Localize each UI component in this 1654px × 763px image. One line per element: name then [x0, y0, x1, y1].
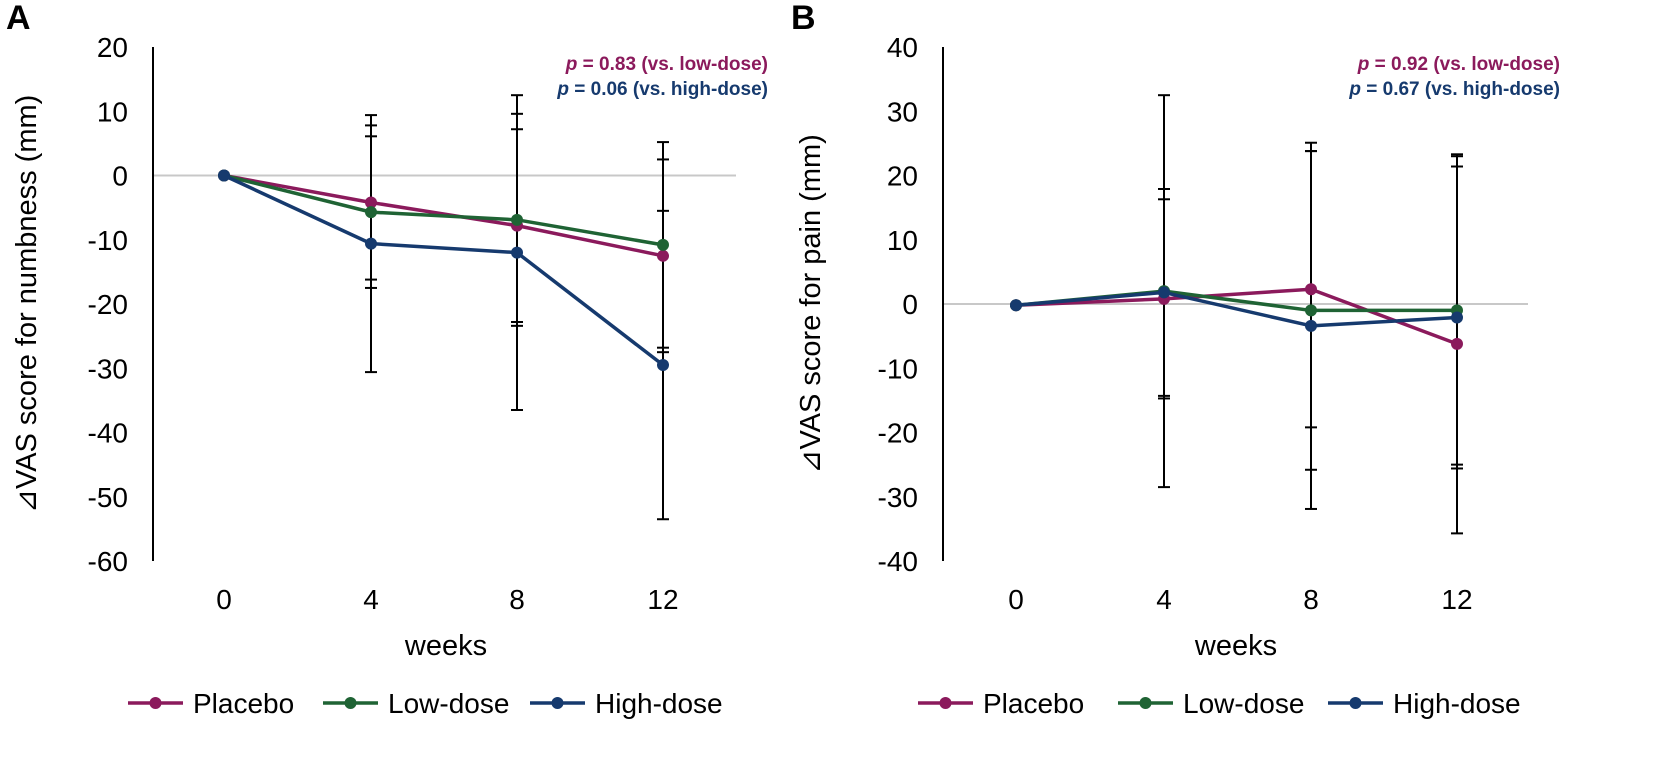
- y-tick-label: -50: [88, 482, 128, 513]
- legend: Placebo Low-dose High-dose: [128, 688, 723, 719]
- x-tick-label: 4: [1156, 584, 1172, 615]
- legend-item-placebo: Placebo: [918, 688, 1084, 719]
- y-tick-label: 0: [112, 161, 128, 192]
- y-tick-label: 10: [97, 96, 128, 127]
- y-tick-label: -60: [88, 546, 128, 577]
- y-tick-label: -40: [878, 546, 918, 577]
- data-point-low-dose: [657, 238, 669, 251]
- series-line-high-dose: [1015, 290, 1458, 328]
- y-tick-label: -40: [88, 418, 128, 449]
- legend-label: Placebo: [193, 688, 294, 719]
- legend-item-placebo: Placebo: [128, 688, 294, 719]
- y-tick-label: 0: [902, 289, 918, 320]
- p-value-annotation: p = 0.67 (vs. high-dose): [1348, 79, 1560, 100]
- legend-item-high-dose: High-dose: [1328, 688, 1521, 719]
- data-point-low-dose: [365, 206, 377, 219]
- data-point-placebo: [1451, 337, 1463, 350]
- y-tick-label: -30: [88, 353, 128, 384]
- x-tick-label: 8: [509, 584, 525, 615]
- legend-label: High-dose: [595, 688, 723, 719]
- y-tick-label: 30: [887, 96, 918, 127]
- data-point-low-dose: [1305, 304, 1317, 317]
- x-tick-label: 8: [1303, 584, 1319, 615]
- data-point-high-dose: [218, 169, 230, 182]
- x-tick-label: 0: [216, 584, 232, 615]
- legend-swatch-marker: [551, 697, 564, 709]
- panel-label: A: [6, 0, 31, 37]
- data-point-high-dose: [1158, 286, 1170, 299]
- y-tick-label: 40: [887, 32, 918, 63]
- data-point-placebo: [1305, 283, 1317, 296]
- x-axis-title: weeks: [1194, 630, 1277, 662]
- y-tick-label: 20: [97, 32, 128, 63]
- data-point-low-dose: [511, 213, 523, 226]
- legend-swatch-marker: [344, 697, 357, 709]
- data-point-high-dose: [1451, 311, 1463, 324]
- x-axis-title: weeks: [404, 630, 487, 662]
- y-tick-label: -10: [878, 353, 918, 384]
- series-line-low-dose: [223, 173, 664, 247]
- legend-swatch-marker: [1139, 697, 1152, 709]
- y-tick-label: 10: [887, 225, 918, 256]
- legend-item-high-dose: High-dose: [530, 688, 723, 719]
- series-line-placebo: [1015, 287, 1458, 346]
- data-point-placebo: [365, 196, 377, 209]
- data-point-placebo: [657, 249, 669, 262]
- legend: Placebo Low-dose High-dose: [918, 688, 1521, 719]
- legend-label: Low-dose: [388, 688, 509, 719]
- y-tick-label: -20: [88, 289, 128, 320]
- series-line-placebo: [223, 173, 664, 258]
- data-point-high-dose: [1010, 299, 1022, 312]
- x-tick-label: 12: [1441, 584, 1472, 615]
- y-tick-label: -30: [878, 482, 918, 513]
- y-tick-label: -20: [878, 418, 918, 449]
- data-point-high-dose: [657, 359, 669, 372]
- legend-swatch-marker: [149, 697, 162, 709]
- legend-item-low-dose: Low-dose: [323, 688, 509, 719]
- y-tick-label: 20: [887, 161, 918, 192]
- p-value-annotation: p = 0.83 (vs. low-dose): [565, 54, 768, 75]
- legend-swatch-marker: [939, 697, 952, 709]
- legend-label: High-dose: [1393, 688, 1521, 719]
- data-point-high-dose: [365, 237, 377, 250]
- y-axis-title: ⊿VAS score for numbness (mm): [11, 95, 43, 514]
- panel-b: B 40 30 20 10 0 -10 -20 -30 -40 0 4 8 12 weeks ⊿VAS sco…: [791, 0, 1560, 719]
- legend-item-low-dose: Low-dose: [1118, 688, 1304, 719]
- x-tick-label: 4: [363, 584, 379, 615]
- panel-a: A 20 10 0 -10 -20 -30 -40 -50 -60 0 4 8 12 weeks ⊿VAS s…: [6, 0, 768, 719]
- x-tick-label: 12: [647, 584, 678, 615]
- series-line-high-dose: [223, 173, 665, 367]
- p-value-annotation: p = 0.06 (vs. high-dose): [556, 79, 768, 100]
- data-point-high-dose: [1305, 319, 1317, 332]
- x-tick-label: 0: [1008, 584, 1024, 615]
- y-tick-label: -10: [88, 225, 128, 256]
- legend-swatch-marker: [1349, 697, 1362, 709]
- legend-label: Placebo: [983, 688, 1084, 719]
- legend-label: Low-dose: [1183, 688, 1304, 719]
- panel-label: B: [791, 0, 816, 37]
- p-value-annotation: p = 0.92 (vs. low-dose): [1357, 54, 1560, 75]
- data-point-high-dose: [511, 246, 523, 259]
- y-axis-title: ⊿VAS score for pain (mm): [795, 134, 827, 474]
